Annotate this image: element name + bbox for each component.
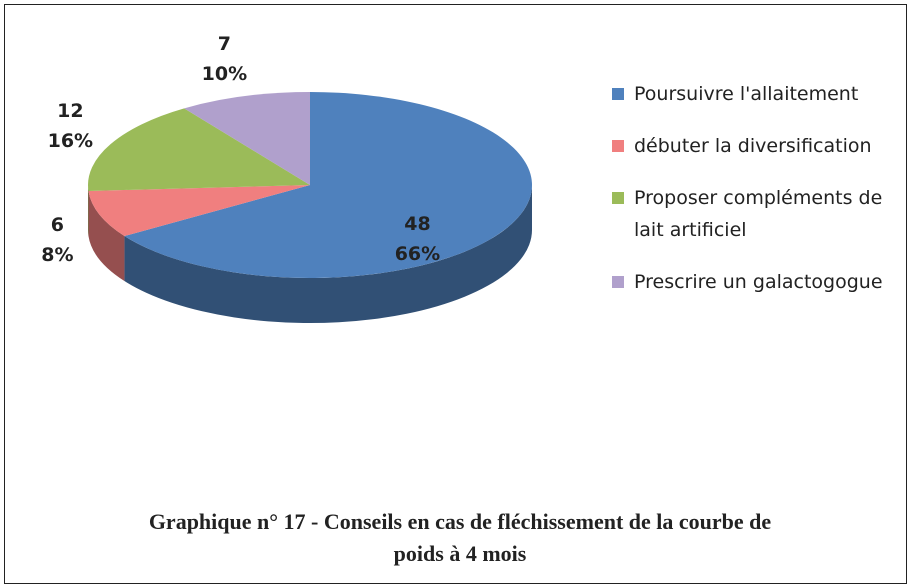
legend-label: Prescrire un galactogogue xyxy=(634,271,883,293)
legend: Poursuivre l'allaitement débuter la diver… xyxy=(612,78,902,318)
data-label-percent: 66% xyxy=(395,243,440,265)
legend-label: Poursuivre l'allaitement xyxy=(634,83,858,105)
legend-item: Proposer compléments de lait artificiel xyxy=(612,182,902,246)
chart-title: Graphique n° 17 - Conseils en cas de flé… xyxy=(110,506,810,570)
data-label-value: 6 xyxy=(51,214,64,236)
data-label-percent: 16% xyxy=(48,130,93,152)
data-label-percent: 8% xyxy=(41,244,73,266)
legend-label: Proposer compléments de lait artificiel xyxy=(634,187,882,241)
legend-swatch xyxy=(612,192,624,204)
legend-item: Prescrire un galactogogue xyxy=(612,266,902,298)
data-label-value: 7 xyxy=(218,33,231,55)
data-label-percent: 10% xyxy=(202,63,247,85)
legend-swatch xyxy=(612,88,624,100)
data-label-value: 48 xyxy=(404,213,430,235)
legend-item: débuter la diversification xyxy=(612,130,902,162)
legend-label: débuter la diversification xyxy=(634,135,872,157)
legend-swatch xyxy=(612,276,624,288)
data-label-value: 12 xyxy=(57,100,83,122)
legend-item: Poursuivre l'allaitement xyxy=(612,78,902,110)
legend-swatch xyxy=(612,140,624,152)
